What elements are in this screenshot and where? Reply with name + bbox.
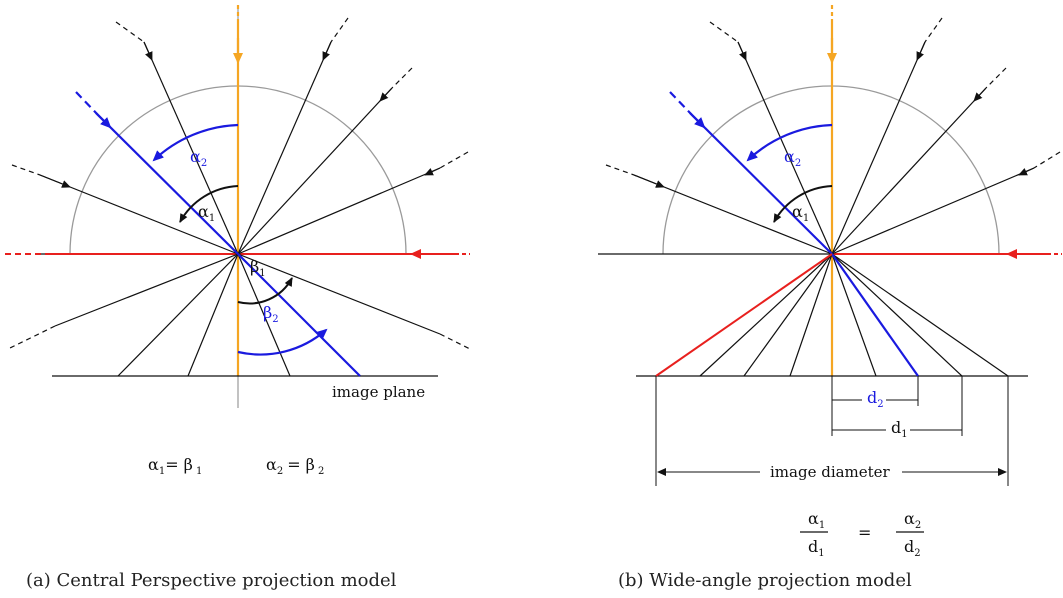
right-ray-dashes [605,17,1061,176]
left-ray-dashes [9,17,473,351]
right-diameter-label: image diameter [770,463,891,481]
left-blue-ray [97,114,239,255]
svg-text:d1: d1 [808,537,825,559]
svg-text:=: = [858,523,871,542]
left-alpha2-label: α2 [190,147,207,169]
left-beta1-arc [237,277,293,305]
left-beta1-label: β1 [250,257,266,279]
right-rays [633,41,1035,377]
left-image-plane-label: image plane [332,383,425,401]
right-alpha1-label: α1 [792,202,809,224]
right-red-ray [655,253,833,377]
right-blue-ray-dash [669,91,693,116]
svg-text:α1: α1 [808,509,825,531]
right-alpha2-arc [746,123,833,162]
right-ratio-equation: α1 d1 = α2 d2 [800,509,924,559]
left-alpha2-arc [152,123,239,162]
left-blue-ray-dash [75,91,99,116]
left-caption: (a) Central Perspective projection model [26,570,397,591]
right-panel: α2 α1 d2 d1 image diameter α1 d1 = α2 d2… [598,5,1062,591]
left-alpha1-label: α1 [198,202,215,224]
svg-text:α2: α2 [904,509,921,531]
right-d2-label: d2 [867,388,884,410]
right-blue-ray [691,114,833,255]
right-d1-label: d1 [891,418,908,440]
left-beta2-label: β2 [263,303,279,325]
left-rays [39,41,441,377]
left-blue-ray-below [237,253,361,377]
right-alpha2-label: α2 [784,147,801,169]
left-beta2-arc [237,328,328,356]
left-alpha1-arc [179,185,239,223]
right-alpha1-arc [773,185,833,223]
right-caption: (b) Wide-angle projection model [618,570,912,591]
left-blue-ray-arrow [95,112,112,129]
right-ray-arrows [633,41,1035,188]
right-blue-ray-below [831,253,919,377]
svg-text:d2: d2 [904,537,921,559]
left-ray-arrows [39,41,441,188]
right-blue-ray-arrow [689,112,706,129]
